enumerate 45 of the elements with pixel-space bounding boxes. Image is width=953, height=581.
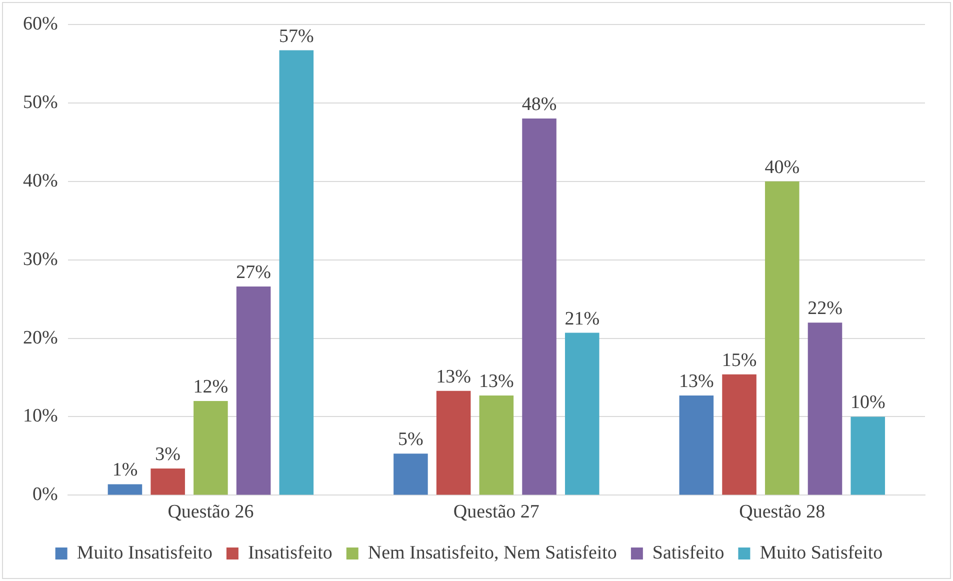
data-label: 5% <box>398 429 424 450</box>
data-label: 57% <box>278 26 314 47</box>
bar <box>522 118 556 495</box>
bar <box>394 454 428 495</box>
bar <box>108 484 142 495</box>
data-label: 13% <box>479 371 514 392</box>
y-tick-label: 50% <box>23 92 58 113</box>
data-label: 27% <box>236 262 272 283</box>
data-label: 13% <box>436 366 472 388</box>
bar <box>279 50 314 495</box>
data-label: 48% <box>522 94 557 116</box>
bar <box>436 390 471 495</box>
data-label: 10% <box>850 392 886 414</box>
legend-label: Satisfeito <box>652 542 724 564</box>
legend-label: Insatisfeito <box>248 542 332 564</box>
data-label: 13% <box>679 371 714 392</box>
x-tick-label: Questão 28 <box>739 502 826 523</box>
legend-label: Muito Insatisfeito <box>76 542 212 564</box>
x-tick-label: Questão 26 <box>168 502 254 523</box>
bar <box>722 374 756 495</box>
bar <box>194 401 228 495</box>
bar <box>764 181 800 495</box>
data-label: 15% <box>722 350 757 371</box>
data-label: 21% <box>564 308 600 330</box>
bar <box>564 332 600 495</box>
bar <box>236 286 271 495</box>
data-label: 3% <box>155 444 181 466</box>
bar <box>679 396 714 495</box>
bar <box>850 416 885 495</box>
data-label: 12% <box>193 376 228 398</box>
legend-label: Muito Satisfeito <box>760 542 883 564</box>
bar <box>479 396 514 495</box>
x-tick-label: Questão 27 <box>453 502 540 523</box>
data-label: 22% <box>808 298 843 320</box>
data-label: 1% <box>112 460 138 481</box>
y-tick-label: 20% <box>23 327 58 348</box>
y-tick-label: 30% <box>23 248 58 270</box>
bar <box>150 468 185 495</box>
y-tick-label: 40% <box>23 170 58 192</box>
y-tick-label: 60% <box>23 13 58 34</box>
data-label: 40% <box>764 156 800 178</box>
y-tick-label: 0% <box>32 484 58 506</box>
legend-label: Nem Insatisfeito, Nem Satisfeito <box>368 542 617 564</box>
bar <box>808 322 842 495</box>
y-tick-label: 10% <box>23 406 58 427</box>
